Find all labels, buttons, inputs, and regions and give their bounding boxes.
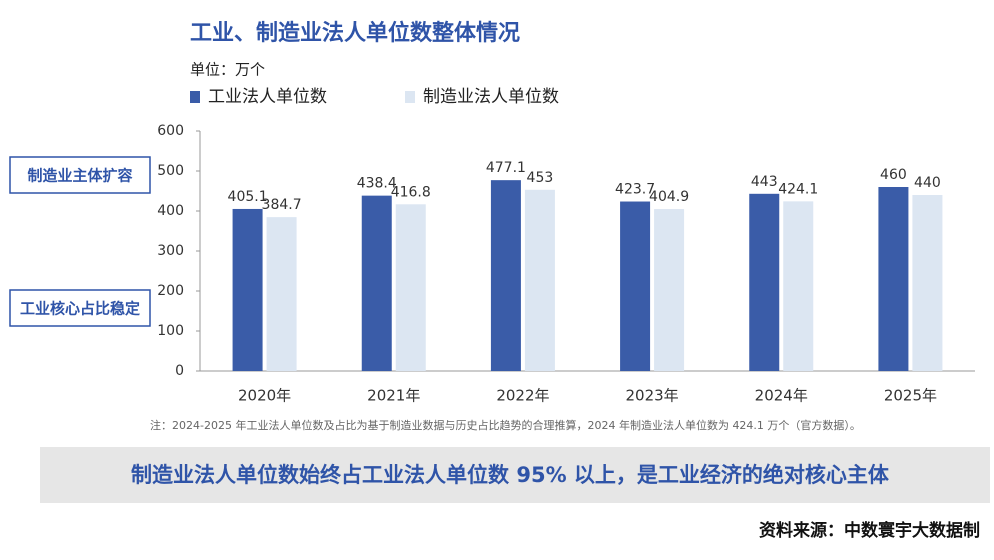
y-tick-label: 500 [157, 163, 184, 179]
value-label: 460 [880, 167, 907, 183]
bar [395, 204, 426, 371]
legend-label: 制造业法人单位数 [423, 87, 559, 107]
bar [361, 195, 392, 371]
banner: 制造业法人单位数始终占工业法人单位数 95% 以上，是工业经济的绝对核心主体 [131, 463, 890, 487]
value-label: 424.1 [778, 181, 818, 197]
note: 注：2024-2025 年工业法人单位数及占比为基于制造业数据与历史占比趋势的合… [150, 418, 861, 432]
bar [490, 180, 521, 371]
side-label: 工业核心占比稳定 [20, 300, 140, 318]
legend-swatch [190, 91, 200, 103]
unit-label: 单位：万个 [190, 61, 265, 79]
bar [620, 201, 651, 371]
x-tick-label: 2024年 [755, 387, 808, 405]
value-label: 405.1 [228, 189, 268, 205]
bar [524, 189, 555, 371]
y-tick-label: 400 [157, 203, 184, 219]
chart-title: 工业、制造业法人单位数整体情况 [190, 20, 520, 46]
side-box [9, 289, 151, 327]
value-label: 438.4 [357, 176, 397, 192]
side-box [9, 156, 151, 194]
value-label: 423.7 [615, 182, 655, 198]
y-tick-label: 200 [157, 283, 184, 299]
x-tick-label: 2025年 [884, 387, 937, 405]
bar [266, 217, 297, 371]
legend-label: 工业法人单位数 [208, 87, 327, 107]
source: 资料来源：中数寰宇大数据制 [759, 520, 980, 541]
side-label: 制造业主体扩容 [27, 167, 132, 185]
value-label: 404.9 [649, 189, 689, 205]
value-label: 440 [914, 175, 941, 191]
legend-swatch [405, 91, 415, 103]
value-label: 477.1 [486, 160, 526, 176]
y-tick-label: 0 [175, 363, 184, 379]
value-label: 384.7 [262, 197, 302, 213]
x-tick-label: 2023年 [625, 387, 678, 405]
banner-box [40, 447, 990, 503]
x-tick-label: 2021年 [367, 387, 420, 405]
bar [749, 193, 780, 371]
value-label: 443 [751, 174, 778, 190]
value-label: 416.8 [391, 184, 431, 200]
y-tick-label: 100 [157, 323, 184, 339]
bar [783, 201, 814, 371]
y-tick-label: 300 [157, 243, 184, 259]
bar [232, 208, 263, 371]
bar [912, 195, 943, 371]
x-tick-label: 2020年 [238, 387, 291, 405]
x-tick-label: 2022年 [496, 387, 549, 405]
bar [654, 209, 685, 371]
y-tick-label: 600 [157, 123, 184, 139]
bar [878, 187, 909, 371]
value-label: 453 [527, 170, 554, 186]
